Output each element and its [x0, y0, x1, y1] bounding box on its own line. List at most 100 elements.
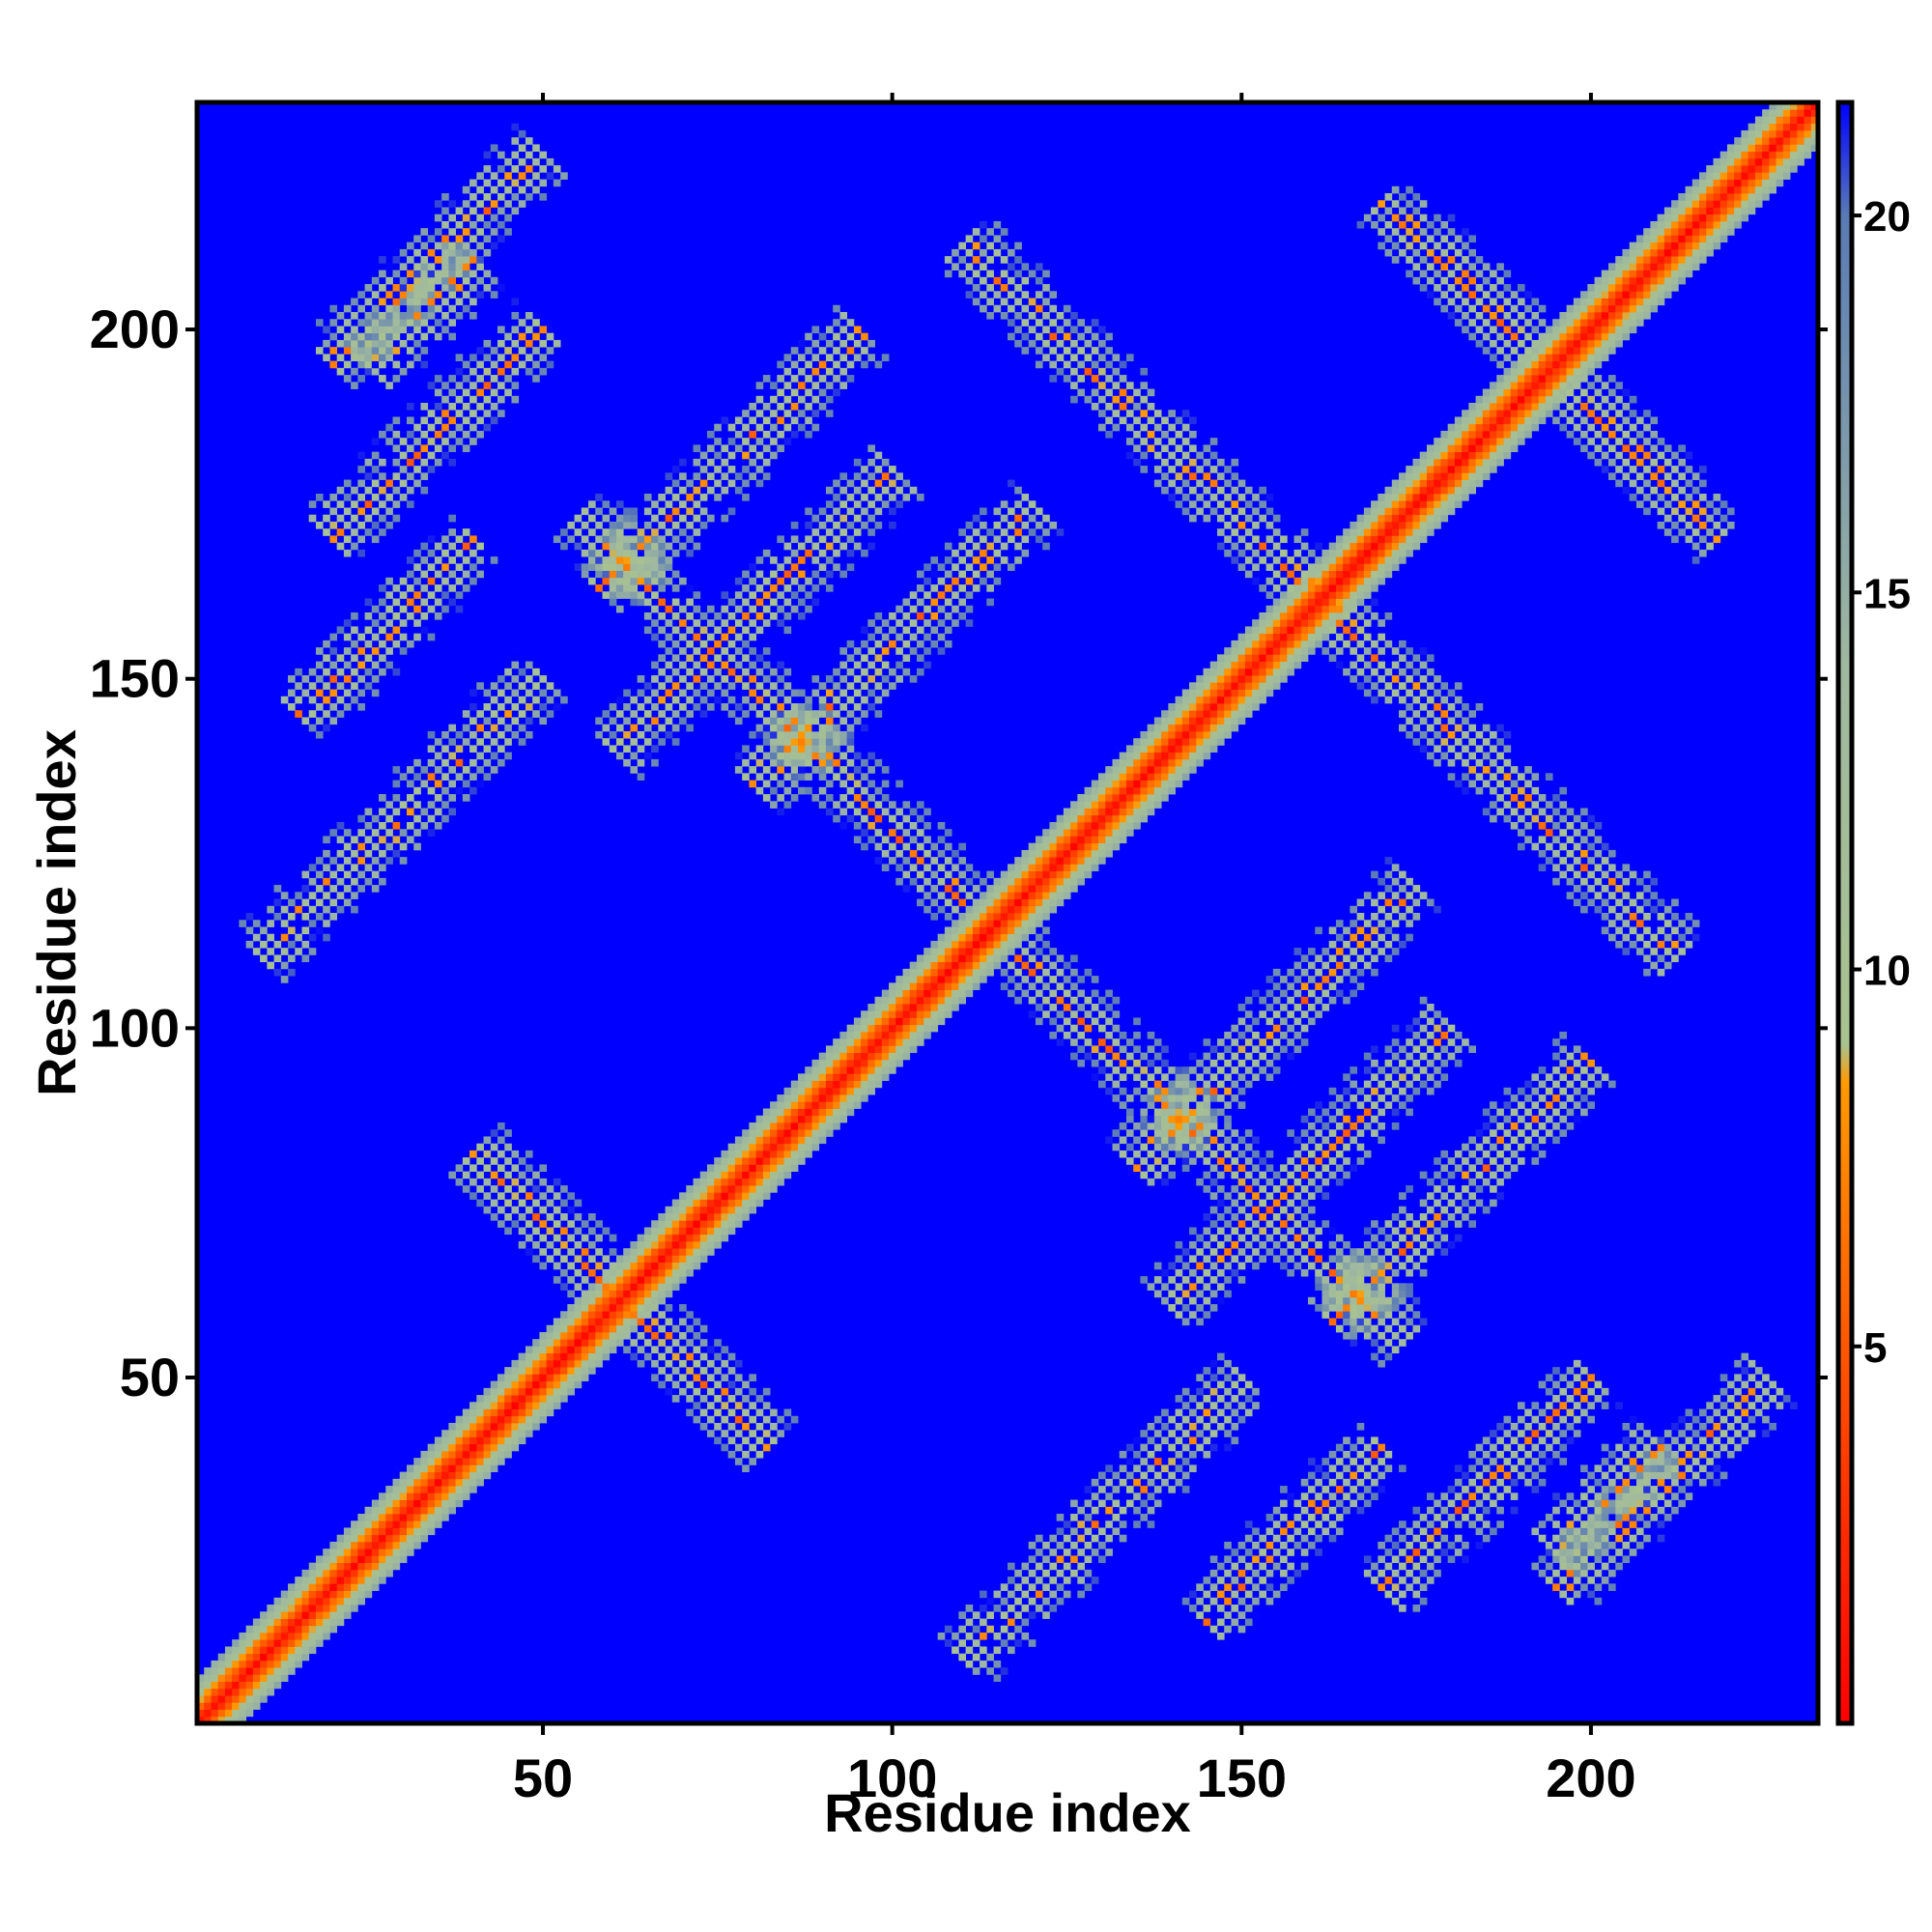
heatmap-cell — [762, 1157, 771, 1165]
heatmap-cell — [1140, 1486, 1149, 1493]
heatmap-cell — [965, 940, 974, 949]
heatmap-cell — [1077, 829, 1085, 837]
heatmap-cell — [1125, 780, 1134, 788]
heatmap-cell — [790, 375, 799, 383]
heatmap-cell — [818, 730, 827, 739]
heatmap-cell — [825, 1066, 834, 1074]
heatmap-cell — [476, 256, 484, 264]
heatmap-cell — [923, 1010, 931, 1018]
heatmap-cell — [623, 703, 631, 711]
heatmap-cell — [874, 1073, 883, 1081]
heatmap-cell — [427, 1471, 436, 1480]
heatmap-cell — [1098, 842, 1106, 851]
heatmap-cell — [343, 479, 352, 488]
heatmap-cell — [1091, 829, 1099, 837]
heatmap-cell — [853, 1052, 862, 1061]
heatmap-cell — [392, 1492, 401, 1500]
heatmap-cell — [441, 326, 449, 334]
heatmap-cell — [441, 1471, 449, 1480]
heatmap-cell — [770, 717, 778, 725]
heatmap-cell — [706, 1213, 715, 1221]
heatmap-cell — [783, 1143, 792, 1151]
heatmap-cell — [357, 1548, 365, 1556]
heatmap-cell — [749, 633, 757, 641]
heatmap-cell — [1133, 794, 1141, 802]
heatmap-cell — [441, 758, 449, 767]
heatmap-cell — [643, 1276, 652, 1284]
heatmap-cell — [1056, 1024, 1065, 1033]
heatmap-cell — [476, 1436, 484, 1445]
heatmap-cell — [721, 1387, 729, 1396]
heatmap-cell — [993, 507, 1002, 516]
heatmap-cell — [770, 1157, 778, 1165]
heatmap-cell — [651, 1359, 659, 1368]
heatmap-cell — [511, 179, 520, 187]
heatmap-cell — [790, 752, 799, 760]
heatmap-cell — [490, 1450, 498, 1459]
heatmap-cell — [504, 332, 512, 341]
heatmap-cell — [658, 535, 666, 544]
heatmap-cell — [727, 1157, 736, 1165]
heatmap-cell — [483, 1178, 492, 1186]
heatmap-cell — [1049, 836, 1058, 844]
heatmap-cell — [825, 382, 834, 389]
heatmap-cell — [197, 1716, 205, 1724]
heatmap-cell — [818, 696, 827, 704]
heatmap-cell — [602, 591, 611, 599]
heatmap-cell — [280, 1632, 289, 1640]
heatmap-cell — [734, 605, 743, 613]
heatmap-cell — [798, 1157, 806, 1165]
heatmap-cell — [379, 821, 386, 830]
heatmap-cell — [706, 1220, 715, 1228]
heatmap-cell — [483, 1443, 492, 1452]
heatmap-cell — [490, 403, 498, 411]
heatmap-cell — [1000, 877, 1009, 886]
heatmap-cell — [686, 1240, 694, 1249]
heatmap-cell — [853, 1087, 862, 1095]
heatmap-cell — [1070, 864, 1078, 871]
heatmap-cell — [308, 864, 317, 871]
heatmap-cell — [252, 948, 261, 955]
heatmap-cell — [889, 1031, 896, 1039]
heatmap-cell — [658, 682, 666, 690]
heatmap-cell — [455, 354, 464, 362]
heatmap-cell — [1035, 961, 1043, 970]
heatmap-cell — [588, 1304, 596, 1312]
heatmap-cell — [833, 563, 840, 571]
heatmap-cell — [867, 514, 875, 523]
heatmap-cell — [546, 360, 554, 369]
heatmap-cell — [706, 633, 715, 641]
heatmap-cell — [699, 507, 708, 516]
heatmap-cell — [699, 1171, 708, 1179]
heatmap-cell — [336, 326, 345, 334]
heatmap-cell — [323, 905, 330, 914]
heatmap-cell — [805, 1073, 812, 1081]
heatmap-cell — [790, 724, 799, 732]
heatmap-cell — [811, 1122, 820, 1130]
heatmap-cell — [295, 948, 302, 955]
heatmap-cell — [783, 724, 792, 732]
heatmap-cell — [1133, 1017, 1141, 1026]
heatmap-cell — [790, 703, 799, 711]
heatmap-cell — [895, 877, 903, 886]
heatmap-cell — [1161, 444, 1169, 453]
heatmap-cell — [1196, 1129, 1204, 1137]
heatmap-cell — [462, 542, 470, 551]
heatmap-cell — [462, 780, 470, 788]
heatmap-cell — [295, 1653, 302, 1662]
heatmap-cell — [1035, 1534, 1043, 1543]
heatmap-cell — [518, 1171, 526, 1179]
heatmap-cell — [909, 1031, 918, 1039]
heatmap-cell — [392, 1486, 401, 1493]
heatmap-cell — [881, 864, 890, 871]
heatmap-cell — [1189, 738, 1197, 746]
heatmap-cell — [532, 1359, 540, 1368]
heatmap-cell — [790, 549, 799, 557]
heatmap-cell — [825, 1080, 834, 1089]
heatmap-cell — [902, 598, 911, 607]
heatmap-cell — [441, 1464, 449, 1473]
heatmap-cell — [679, 1387, 687, 1396]
heatmap-cell — [679, 486, 687, 495]
heatmap-cell — [1098, 1486, 1106, 1493]
heatmap-cell — [727, 1352, 736, 1361]
